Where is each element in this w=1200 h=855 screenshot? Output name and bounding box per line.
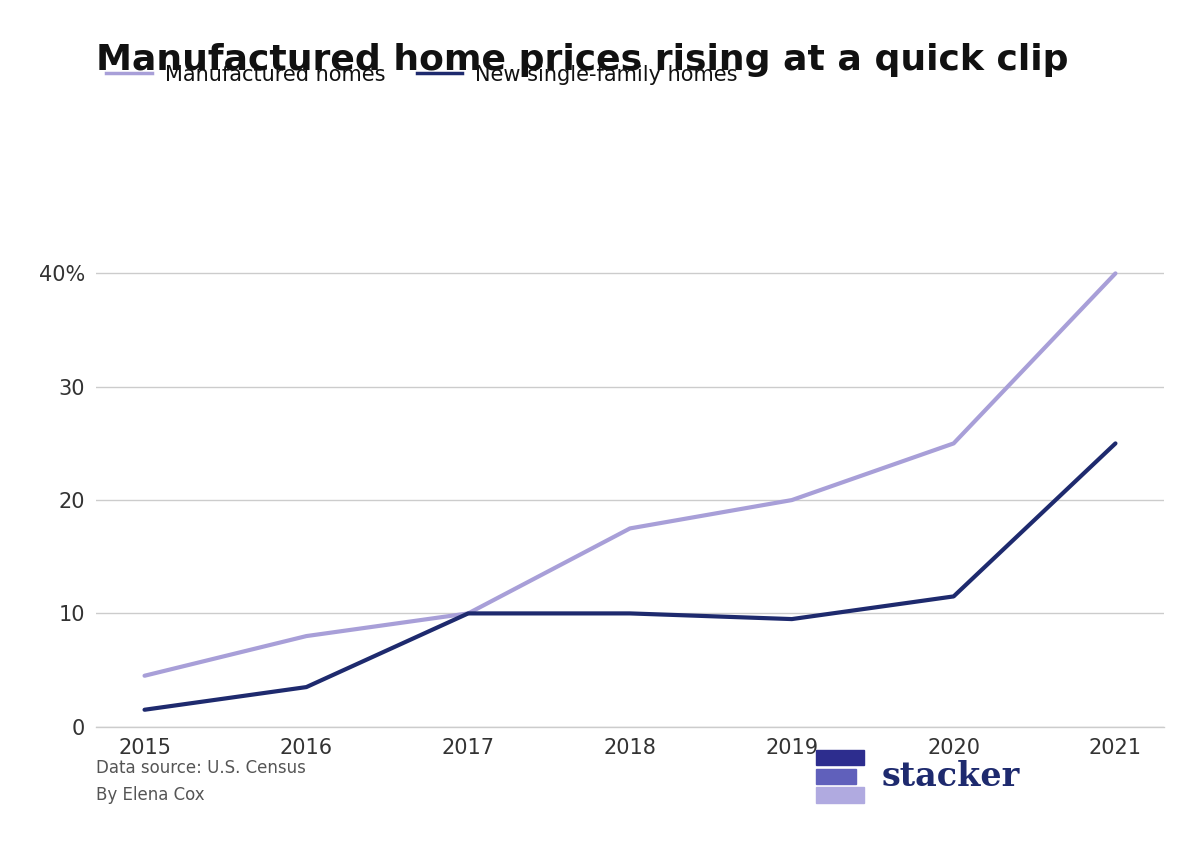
- Text: Manufactured home prices rising at a quick clip: Manufactured home prices rising at a qui…: [96, 43, 1068, 77]
- Text: Data source: U.S. Census
By Elena Cox: Data source: U.S. Census By Elena Cox: [96, 759, 306, 804]
- Text: stacker: stacker: [882, 760, 1020, 793]
- Legend: Manufactured homes, New single-family homes: Manufactured homes, New single-family ho…: [107, 65, 737, 86]
